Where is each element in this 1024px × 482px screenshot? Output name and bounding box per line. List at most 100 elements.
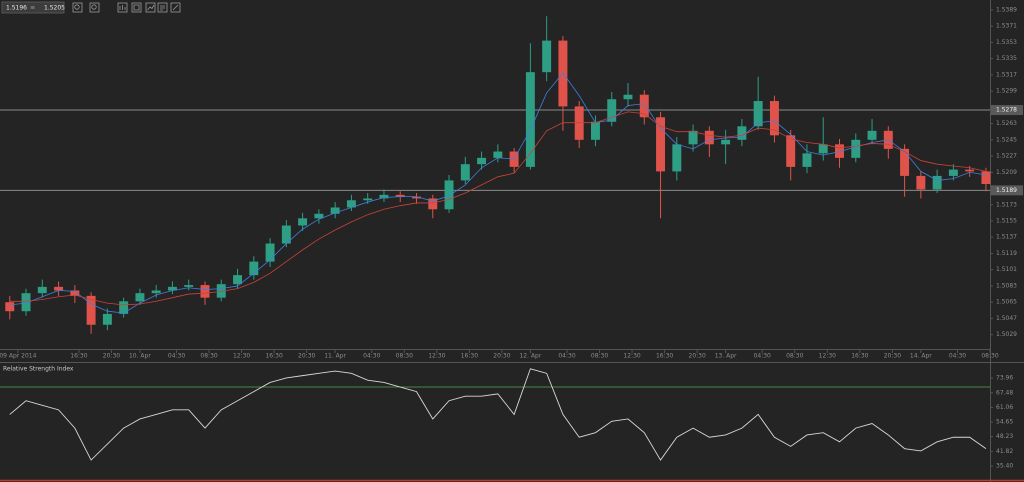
x-tick-label: 14. Apr (910, 353, 932, 360)
candle-body (525, 72, 535, 167)
candle-body (119, 301, 129, 314)
y-tick-label: 1.5119 (996, 250, 1017, 257)
y-tick-label: 1.5101 (996, 266, 1017, 273)
x-tick-label: 16:30 (265, 353, 282, 360)
rsi-line (9, 368, 987, 461)
candle-body (5, 302, 15, 312)
candle-body (428, 198, 438, 210)
level-label: 1.5278 (996, 107, 1017, 114)
candle-body (444, 180, 454, 210)
candle-body (379, 194, 389, 199)
x-tick-label: 04:30 (754, 353, 771, 360)
candle-body (86, 295, 96, 325)
candle-body (851, 139, 861, 158)
x-tick-label: 08:30 (200, 353, 217, 360)
y-tick-label: 1.5155 (996, 218, 1017, 225)
x-tick-label: 11. Apr (324, 353, 346, 360)
x-tick-label: 12:30 (623, 353, 640, 360)
candle-body (233, 275, 243, 285)
line-chart-button[interactable] (145, 2, 156, 13)
y-tick-label: 67.48 (996, 389, 1013, 396)
candle-body (54, 286, 64, 291)
candle-body (21, 293, 31, 312)
candle-body (395, 194, 405, 197)
candle-body (948, 169, 958, 176)
candle-body (346, 200, 356, 208)
y-tick-label: 1.5173 (996, 201, 1017, 208)
y-tick-label: 41.82 (996, 448, 1013, 455)
x-tick-label: 20:30 (884, 353, 901, 360)
candle-body (769, 101, 779, 136)
candle-body (542, 40, 552, 73)
candle-body (786, 135, 796, 167)
candle-body (688, 130, 698, 145)
candle-body (298, 218, 308, 226)
price-panel: 1.5029 1.5047 1.5065 1.5083 1.5101 1.5119 1.51… (0, 6, 1023, 360)
x-tick-label: 20:30 (689, 353, 706, 360)
candle-body (607, 99, 617, 122)
candle-body (932, 175, 942, 190)
y-tick-label: 54.65 (996, 419, 1013, 426)
y-tick-label: 73.96 (996, 374, 1013, 381)
y-tick-label: 48.23 (996, 433, 1013, 440)
x-tick-label: 08:30 (786, 353, 803, 360)
candle-body (753, 101, 763, 127)
y-tick-label: 1.5245 (996, 136, 1017, 143)
candle-body (509, 151, 519, 167)
candle-body (965, 169, 975, 172)
candle-body (249, 261, 259, 276)
zoom-out-button[interactable] (89, 2, 100, 13)
x-tick-label: 12. Apr (519, 353, 541, 360)
candle-body (167, 286, 177, 291)
candle-body (70, 290, 80, 296)
y-tick-label: 1.5263 (996, 120, 1017, 127)
candle-body (639, 94, 649, 118)
candle-body (916, 175, 926, 190)
rsi-title: Relative Strength Index (3, 366, 74, 373)
x-tick-label: 08:30 (591, 353, 608, 360)
zoom-in-button[interactable] (72, 2, 83, 13)
candle-body (265, 243, 275, 262)
level-label: 1.5189 (996, 187, 1017, 194)
draw-button[interactable] (170, 2, 181, 13)
y-tick-label: 1.5065 (996, 299, 1017, 306)
candle-body (656, 117, 666, 172)
moving-average (9, 111, 987, 306)
y-tick-label: 1.5083 (996, 282, 1017, 289)
candle-body (281, 225, 291, 244)
y-tick-label: 61.06 (996, 404, 1013, 411)
y-tick-label: 1.5209 (996, 169, 1017, 176)
candle-body (184, 285, 194, 287)
candle-chart-button[interactable] (131, 2, 142, 13)
candle-body (37, 286, 47, 294)
candle-body (623, 94, 633, 100)
candle-body (672, 144, 682, 172)
candle-body (590, 121, 600, 140)
moving-average (9, 72, 986, 314)
x-tick-label: 12:30 (233, 353, 250, 360)
candle-body (704, 130, 714, 145)
candle-body (363, 198, 373, 201)
y-tick-label: 1.5317 (996, 71, 1017, 78)
y-tick-label: 1.5389 (996, 6, 1017, 13)
candle-body (493, 151, 503, 158)
x-tick-label: 04:30 (949, 353, 966, 360)
candle-body (460, 164, 470, 181)
x-tick-label: 16:30 (656, 353, 673, 360)
x-tick-label: 16:30 (461, 353, 478, 360)
y-tick-label: 1.5335 (996, 55, 1017, 62)
x-tick-label: 13. Apr (715, 353, 737, 360)
candle-body (737, 126, 747, 140)
candle-body (981, 171, 991, 185)
candle-body (574, 106, 584, 140)
candle-body (867, 130, 877, 140)
template-button[interactable] (157, 2, 168, 13)
candle-body (102, 313, 112, 325)
y-tick-label: 1.5137 (996, 234, 1017, 241)
candle-body (802, 153, 812, 167)
y-tick-label: 1.5299 (996, 88, 1017, 95)
bar-chart-button[interactable] (117, 2, 128, 13)
x-tick-label: 12:30 (819, 353, 836, 360)
quote-box[interactable] (1, 1, 65, 14)
